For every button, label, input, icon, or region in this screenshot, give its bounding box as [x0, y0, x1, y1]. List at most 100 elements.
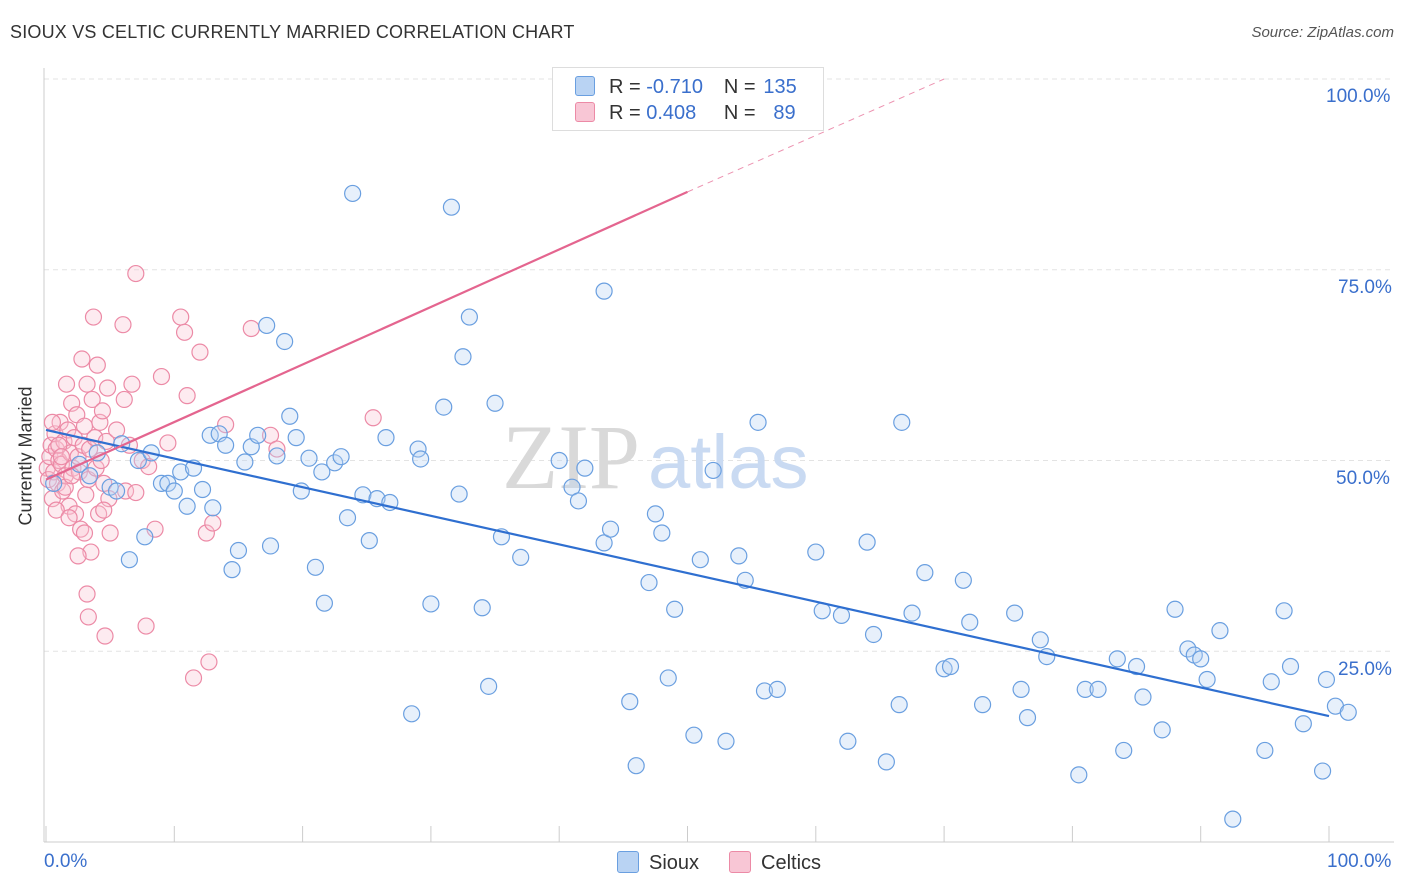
- y-tick-50: 50.0%: [1336, 468, 1390, 489]
- sioux-point: [422, 595, 440, 613]
- celtics-point: [84, 308, 103, 326]
- celtics-point: [217, 416, 235, 434]
- sioux-n-label: N =: [723, 76, 756, 98]
- x-tick-max: 100.0%: [1327, 851, 1392, 872]
- celtics-point: [261, 426, 280, 444]
- sioux-point: [313, 463, 331, 481]
- sioux-point: [1006, 604, 1024, 622]
- sioux-point: [403, 705, 421, 723]
- sioux-point: [344, 184, 362, 203]
- celtics-point: [137, 617, 155, 635]
- sioux-point: [473, 599, 491, 617]
- sioux-point: [973, 696, 992, 714]
- celtics-point: [115, 390, 133, 409]
- celtics-point: [114, 316, 132, 334]
- sioux-point: [81, 467, 99, 485]
- sioux-point: [704, 461, 722, 480]
- sioux-point: [152, 474, 171, 492]
- celtics-point: [73, 350, 91, 368]
- celtics-point: [197, 524, 215, 542]
- sioux-point: [409, 440, 427, 458]
- sioux-point: [326, 454, 344, 472]
- gridlines: [44, 78, 1394, 652]
- sioux-point: [685, 726, 703, 744]
- sioux-point: [1115, 741, 1133, 760]
- celtics-n-label: N =: [723, 102, 756, 124]
- sioux-point: [858, 533, 876, 551]
- sioux-point: [1224, 810, 1242, 828]
- chart-title: SIOUX VS CELTIC CURRENTLY MARRIED CORREL…: [10, 22, 575, 42]
- sioux-point: [512, 548, 530, 567]
- celtics-point: [96, 627, 114, 645]
- trend-lines: [45, 78, 1330, 718]
- sioux-point: [360, 532, 378, 550]
- sioux-point: [129, 451, 147, 470]
- sioux-point: [486, 394, 504, 412]
- sioux-point: [460, 308, 478, 326]
- sioux-point: [576, 459, 594, 477]
- stats-legend: R = -0.710 N = 135 R = 0.408 N = 89: [552, 67, 824, 131]
- sioux-point: [332, 448, 350, 466]
- celtics-point: [191, 343, 209, 361]
- sioux-point: [832, 606, 851, 624]
- sioux-point: [377, 429, 395, 447]
- sioux-point: [261, 537, 280, 555]
- sioux-point: [1339, 703, 1357, 721]
- celtics-point: [77, 486, 95, 504]
- sioux-point: [1134, 688, 1152, 706]
- celtics-point: [178, 387, 196, 405]
- sioux-point: [165, 482, 183, 500]
- celtics-point: [268, 440, 286, 458]
- sioux-point: [640, 573, 658, 592]
- celtics-point: [69, 547, 87, 565]
- sioux-point: [659, 669, 677, 687]
- sioux-point: [1018, 709, 1037, 727]
- sioux-point: [1317, 670, 1336, 689]
- celtics-point: [242, 319, 260, 338]
- celtics-points: [38, 264, 382, 687]
- sioux-point: [412, 450, 430, 468]
- celtics-point: [123, 375, 141, 393]
- celtics-point: [140, 458, 158, 476]
- stats-legend-sioux: R = -0.710 N = 135: [575, 76, 797, 99]
- sioux-point: [563, 478, 581, 496]
- sioux-point: [450, 485, 468, 503]
- sioux-point: [961, 613, 979, 631]
- legend-sioux-label: Sioux: [649, 852, 700, 874]
- sioux-swatch: [575, 76, 595, 96]
- sioux-point: [550, 451, 568, 470]
- sioux-point: [916, 564, 934, 582]
- legend-celtics-swatch: [729, 851, 751, 873]
- celtics-point: [101, 524, 119, 542]
- sioux-point: [730, 547, 748, 565]
- legend-celtics-label: Celtics: [761, 852, 822, 874]
- y-tick-100: 100.0%: [1326, 86, 1391, 107]
- sioux-point: [627, 757, 645, 775]
- sioux-point: [1127, 657, 1146, 676]
- sioux-point: [193, 480, 212, 499]
- celtics-point: [88, 356, 106, 374]
- sioux-point: [249, 426, 267, 444]
- sioux-point: [1089, 680, 1107, 699]
- sioux-point: [1179, 640, 1197, 658]
- sioux-point: [954, 571, 972, 589]
- sioux-point: [1031, 631, 1049, 649]
- sioux-point: [1256, 741, 1274, 760]
- celtics-point: [98, 379, 117, 397]
- sioux-point: [435, 398, 453, 416]
- sioux-point: [306, 558, 325, 576]
- celtics-point: [93, 402, 112, 420]
- sioux-point: [839, 732, 857, 750]
- sioux-point: [204, 499, 222, 517]
- sioux-point: [1262, 673, 1280, 691]
- celtics-trend-extension: [687, 78, 945, 193]
- sioux-point: [601, 520, 620, 538]
- sioux-points: [45, 184, 1357, 828]
- celtics-point: [184, 669, 203, 687]
- celtics-point: [127, 483, 145, 502]
- sioux-point: [223, 561, 241, 579]
- sioux-point: [1108, 650, 1126, 668]
- y-tick-25: 25.0%: [1338, 659, 1392, 680]
- sioux-point: [903, 604, 921, 622]
